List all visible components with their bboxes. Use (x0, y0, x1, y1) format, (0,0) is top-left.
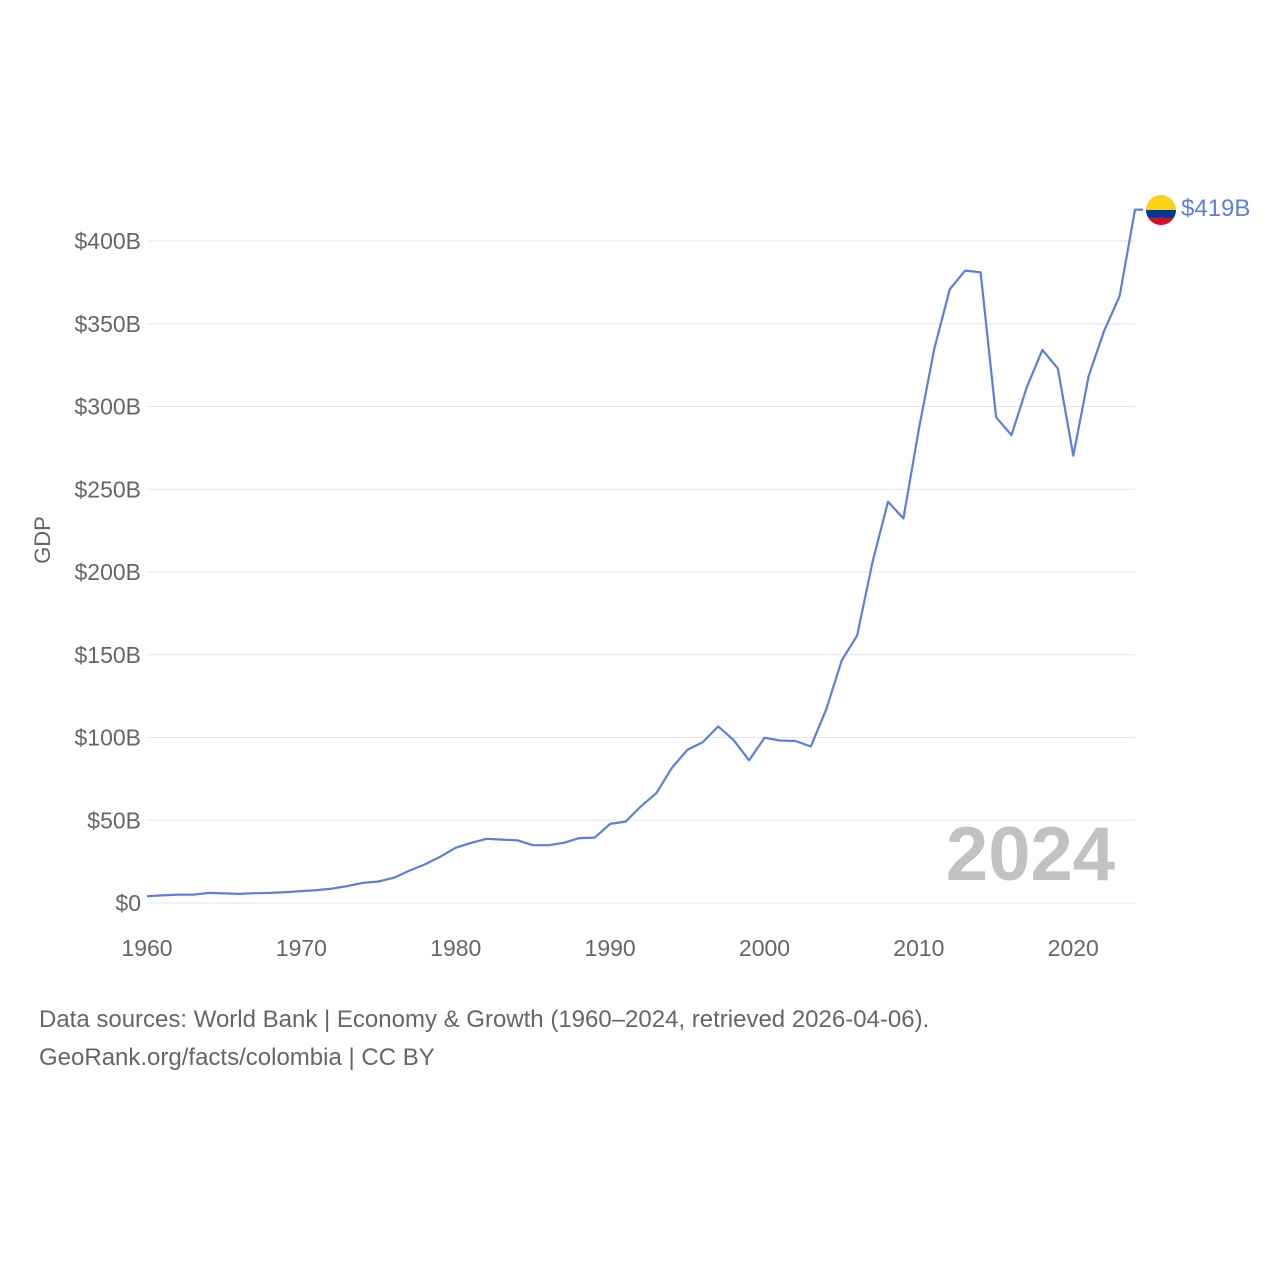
y-tick-label: $200B (74, 559, 141, 585)
y-tick-label: $250B (74, 476, 141, 502)
y-tick-label: $150B (74, 642, 141, 668)
x-tick-label: 2020 (1048, 935, 1099, 961)
x-axis-ticks: 1960 1970 1980 1990 2000 2010 2020 (121, 935, 1098, 961)
y-tick-label: $50B (87, 807, 141, 833)
y-axis-ticks: $0 $50B $100B $150B $200B $250B $300B $350B $400… (74, 228, 141, 916)
x-tick-label: 2000 (739, 935, 790, 961)
x-tick-label: 1970 (276, 935, 327, 961)
gridlines (147, 240, 1135, 904)
gdp-series-line (146, 208, 1143, 898)
y-tick-label: $300B (74, 394, 141, 420)
y-tick-label: $100B (74, 725, 141, 751)
x-tick-label: 1990 (585, 935, 636, 961)
attribution-note: GeoRank.org/facts/colombia | CC BY (39, 1044, 435, 1071)
y-tick-label: $350B (74, 311, 141, 337)
current-year-watermark: 2024 (946, 812, 1115, 897)
latest-value-label: $419B (1181, 195, 1250, 222)
x-tick-label: 2010 (893, 935, 944, 961)
y-tick-label: $0 (115, 890, 141, 916)
x-tick-label: 1980 (430, 935, 481, 961)
x-tick-label: 1960 (121, 935, 172, 961)
gdp-line-chart: $0 $50B $100B $150B $200B $250B $300B $350B $400… (30, 195, 1250, 961)
y-axis-title: GDP (30, 516, 55, 564)
data-sources-note: Data sources: World Bank | Economy & Gro… (39, 1006, 930, 1033)
colombia-flag-icon (1146, 195, 1176, 225)
y-tick-label: $400B (74, 228, 141, 254)
